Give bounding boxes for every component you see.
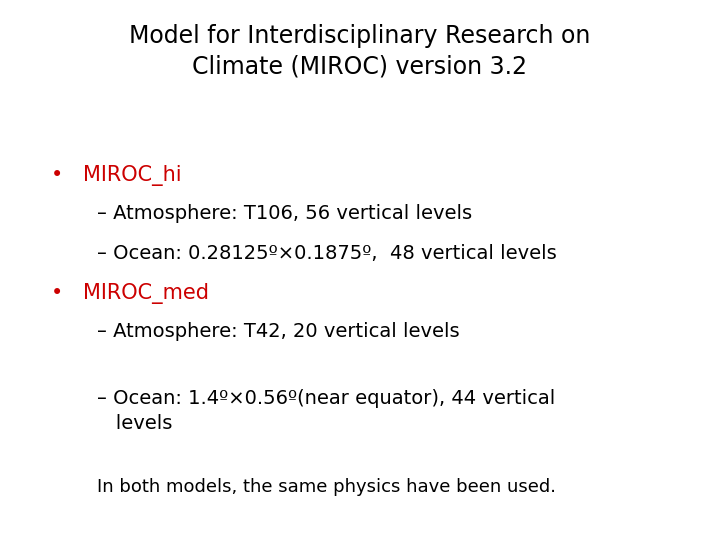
Text: MIROC_med: MIROC_med	[83, 283, 209, 304]
Text: – Atmosphere: T42, 20 vertical levels: – Atmosphere: T42, 20 vertical levels	[97, 322, 460, 341]
Text: •: •	[50, 165, 63, 185]
Text: Model for Interdisciplinary Research on
Climate (MIROC) version 3.2: Model for Interdisciplinary Research on …	[130, 24, 590, 79]
Text: •: •	[50, 283, 63, 303]
Text: – Ocean: 0.28125º×0.1875º,  48 vertical levels: – Ocean: 0.28125º×0.1875º, 48 vertical l…	[97, 244, 557, 262]
Text: MIROC_hi: MIROC_hi	[83, 165, 181, 186]
Text: – Ocean: 1.4º×0.56º(near equator), 44 vertical
   levels: – Ocean: 1.4º×0.56º(near equator), 44 ve…	[97, 389, 555, 433]
Text: In both models, the same physics have been used.: In both models, the same physics have be…	[97, 478, 557, 496]
Text: – Atmosphere: T106, 56 vertical levels: – Atmosphere: T106, 56 vertical levels	[97, 204, 472, 223]
